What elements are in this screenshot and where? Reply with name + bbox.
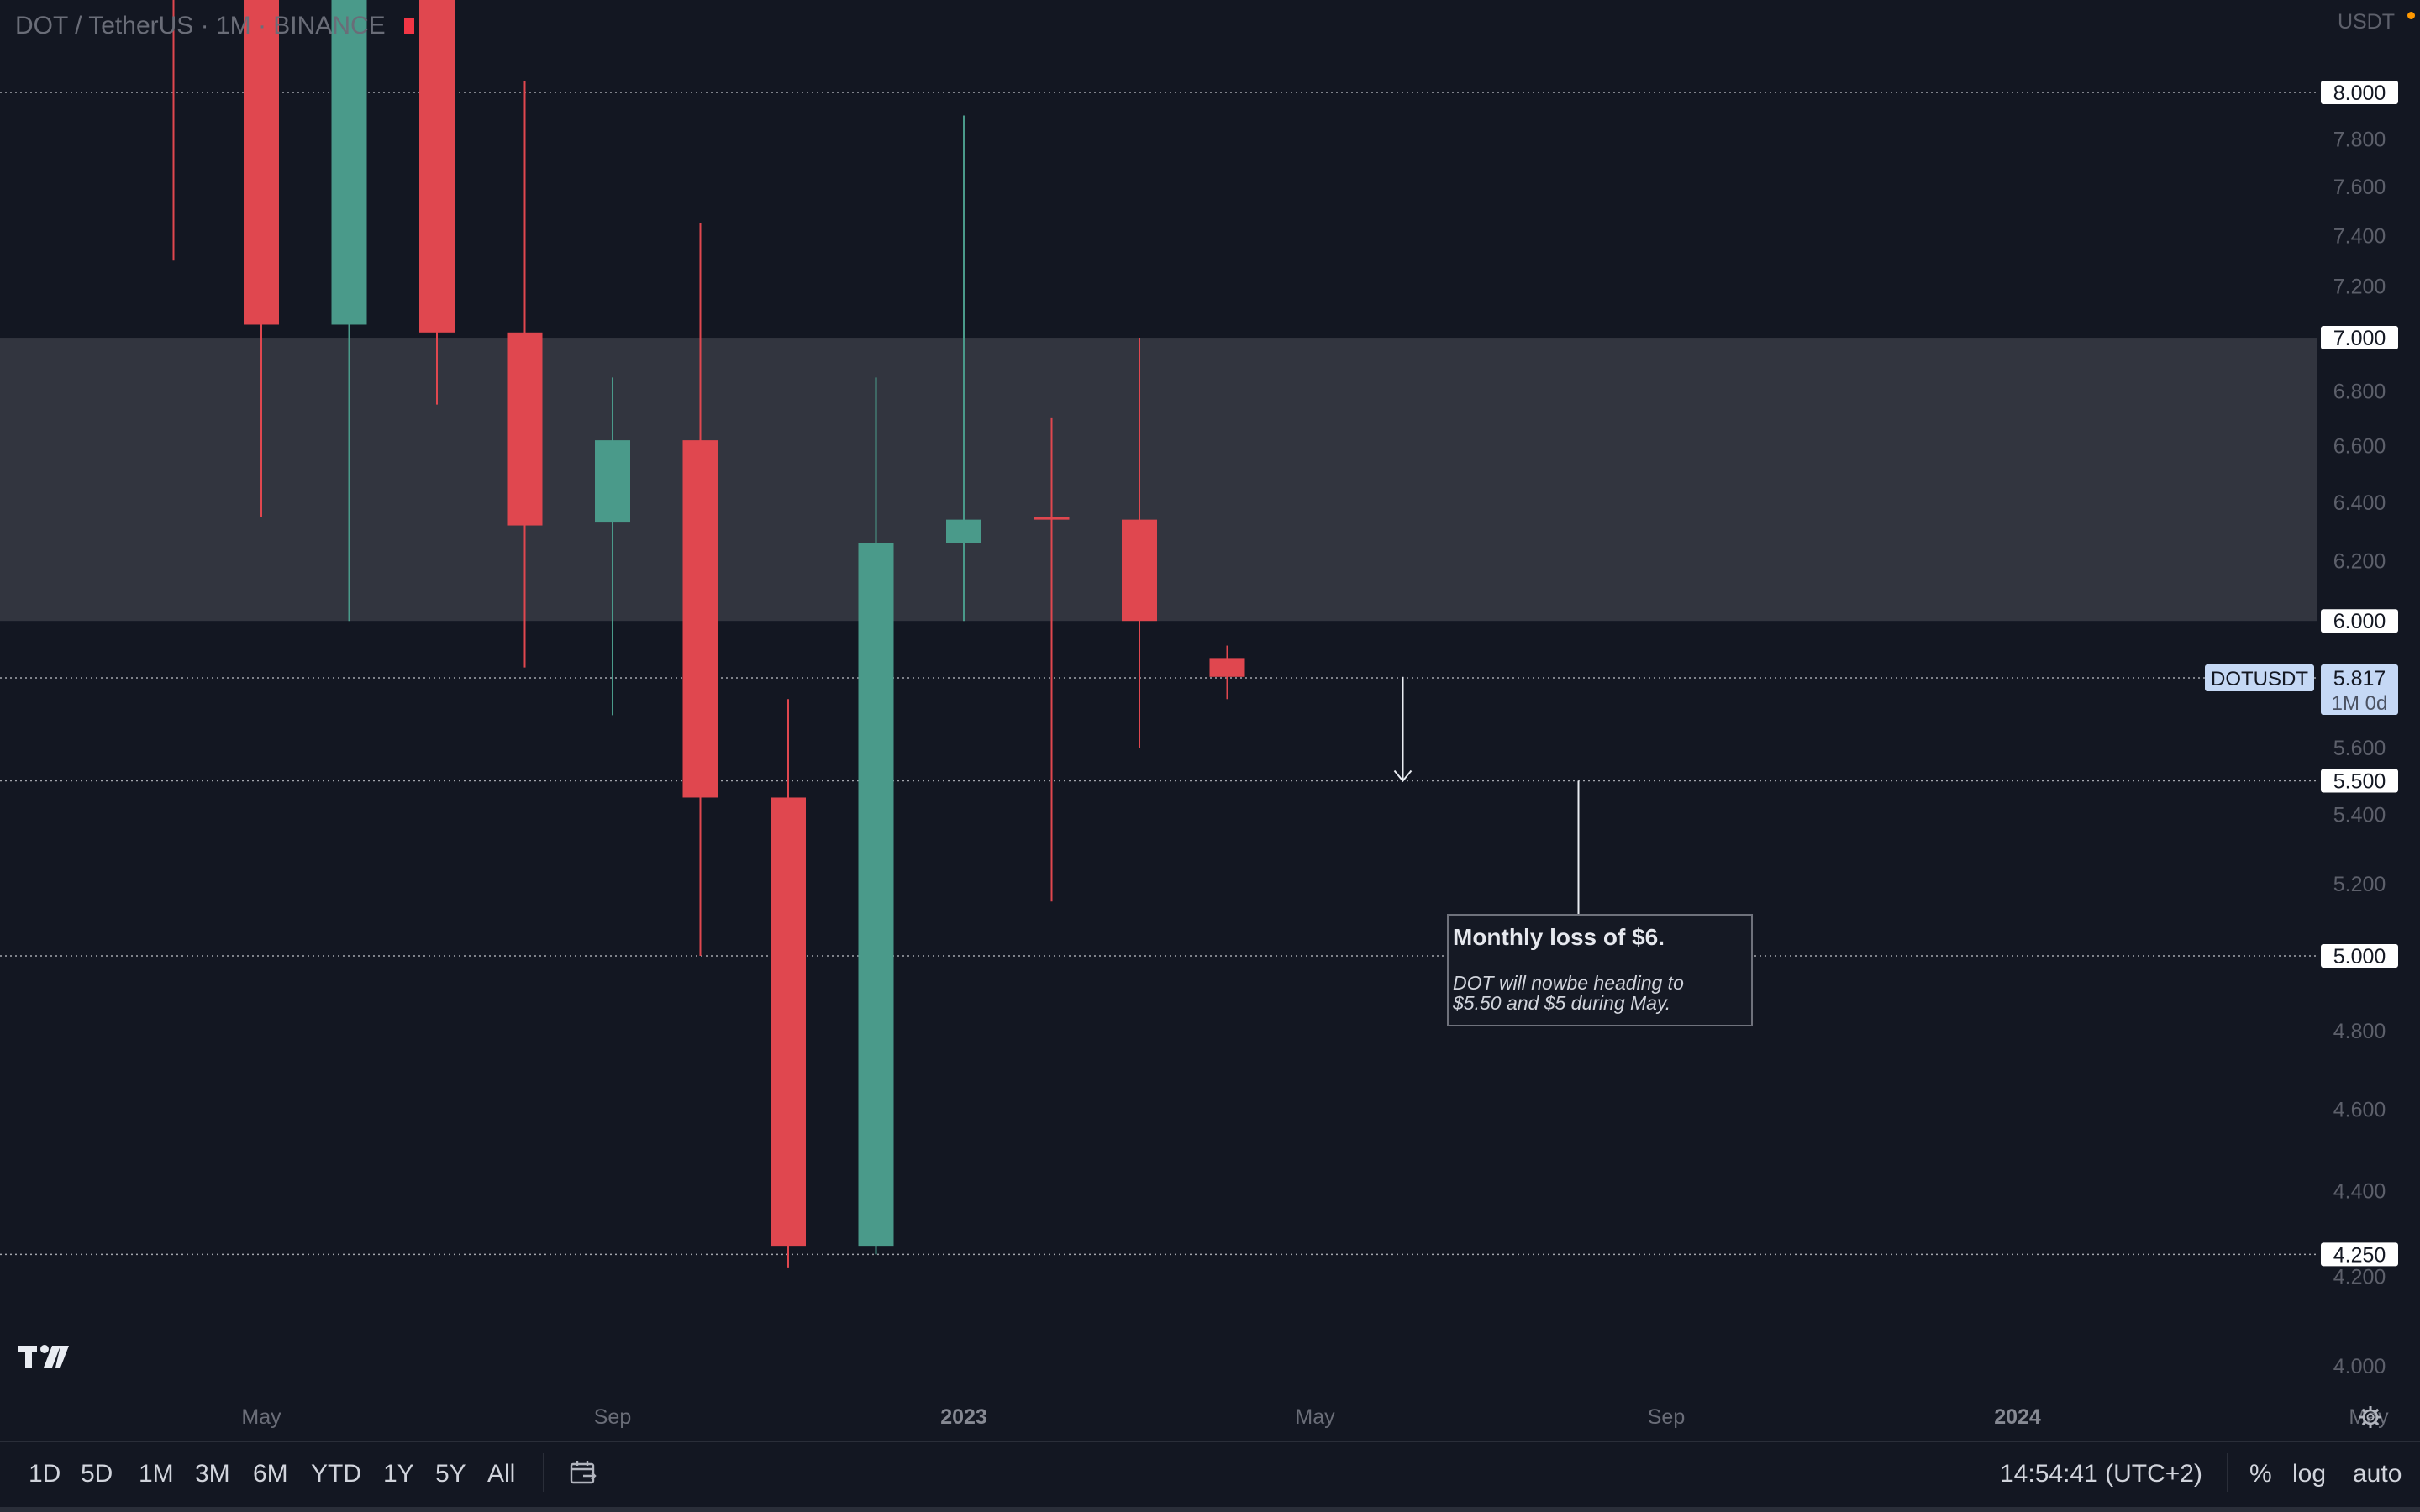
candle-body	[244, 0, 279, 325]
gear-icon[interactable]	[2358, 1404, 2383, 1430]
price-tick-label: 4.800	[2333, 1020, 2386, 1043]
time-tick-label: May	[1295, 1405, 1335, 1429]
toolbar-divider	[543, 1453, 544, 1492]
price-tick-label: 7.600	[2333, 176, 2386, 199]
candle-body	[1034, 517, 1070, 520]
price-tick-label: 4.400	[2333, 1180, 2386, 1204]
level-label: 8.000	[2333, 81, 2386, 105]
price-tick-label: 6.800	[2333, 380, 2386, 403]
resistance-zone	[0, 338, 2317, 622]
clock-timezone[interactable]: 14:54:41 (UTC+2)	[2000, 1460, 2202, 1488]
time-tick-label: May	[241, 1405, 281, 1429]
target-arrowhead	[1393, 769, 1413, 783]
candle-body	[1209, 658, 1245, 677]
current-symbol-box	[2205, 664, 2314, 691]
annotation-note[interactable]: Monthly loss of $6. DOT will nowbe headi…	[1447, 914, 1753, 1026]
level-label: 7.000	[2333, 327, 2386, 350]
candle-body	[507, 332, 543, 526]
current-price-label: 5.817	[2333, 667, 2386, 690]
price-tick-label: 4.600	[2333, 1098, 2386, 1121]
current-price-box	[2321, 664, 2398, 715]
level-label-box	[2321, 769, 2398, 793]
timeframe-1d-button[interactable]: 1D	[29, 1460, 61, 1488]
price-tick-label: 6.200	[2333, 549, 2386, 573]
timeframe-5d-button[interactable]: 5D	[81, 1460, 113, 1488]
time-tick-label: May	[2349, 1405, 2389, 1429]
flag-icon[interactable]	[403, 18, 421, 34]
countdown-label: 1M 0d	[2332, 692, 2388, 715]
candle-body	[682, 440, 718, 798]
percent-scale-toggle[interactable]: %	[2249, 1460, 2272, 1488]
level-label-box	[2321, 1242, 2398, 1267]
log-scale-toggle[interactable]: log	[2292, 1460, 2327, 1488]
level-label: 4.250	[2333, 1243, 2386, 1267]
price-tick-label: 5.600	[2333, 737, 2386, 760]
currency-status-dot	[2407, 12, 2415, 19]
bottom-scrollbar[interactable]	[0, 1507, 2420, 1512]
price-tick-label: 4.000	[2333, 1355, 2386, 1378]
current-symbol-label: DOTUSDT	[2211, 668, 2308, 690]
timeframe-1m-button[interactable]: 1M	[139, 1460, 174, 1488]
timeframe-3m-button[interactable]: 3M	[195, 1460, 230, 1488]
annotation-title: Monthly loss of $6.	[1453, 924, 1665, 950]
calendar-icon[interactable]	[570, 1460, 598, 1485]
toolbar-divider	[2227, 1453, 2228, 1492]
timeframe-5y-button[interactable]: 5Y	[435, 1460, 466, 1488]
price-tick-label: 4.200	[2333, 1265, 2386, 1289]
currency-label[interactable]: USDT	[2337, 10, 2395, 34]
time-tick-label: 2023	[940, 1405, 987, 1429]
level-label: 6.000	[2333, 610, 2386, 633]
level-label-box	[2321, 943, 2398, 968]
level-label: 5.500	[2333, 770, 2386, 794]
candle-body	[1122, 519, 1157, 622]
level-label: 5.000	[2333, 945, 2386, 969]
annotation-body-line-1: DOT will nowbe heading to	[1453, 972, 1684, 994]
annotation-body-line-2: $5.50 and $5 during May.	[1453, 992, 1671, 1014]
symbol-title: DOT / TetherUS · 1M · BINANCE	[15, 12, 386, 39]
price-tick-label: 7.200	[2333, 275, 2386, 298]
time-tick-label: 2024	[1994, 1405, 2041, 1429]
timeframe-all-button[interactable]: All	[487, 1460, 516, 1488]
candle-body	[419, 0, 455, 333]
price-tick-label: 6.600	[2333, 435, 2386, 459]
annotation-body: DOT will nowbe heading to $5.50 and $5 d…	[1453, 973, 1748, 1013]
tradingview-logo-icon[interactable]	[18, 1342, 72, 1371]
candle-body	[331, 0, 367, 325]
bottom-toolbar	[0, 1441, 2420, 1508]
time-tick-label: Sep	[1648, 1405, 1685, 1429]
auto-scale-toggle[interactable]: auto	[2353, 1460, 2402, 1488]
price-tick-label: 7.400	[2333, 225, 2386, 249]
candle-body	[858, 543, 894, 1247]
price-tick-label: 5.400	[2333, 804, 2386, 827]
timeframe-ytd-button[interactable]: YTD	[311, 1460, 361, 1488]
level-label-box	[2321, 81, 2398, 104]
level-label-box	[2321, 609, 2398, 633]
candle-body	[595, 440, 630, 523]
time-tick-label: Sep	[594, 1405, 631, 1429]
candle-body	[771, 797, 806, 1247]
level-label-box	[2321, 326, 2398, 350]
price-tick-label: 5.200	[2333, 873, 2386, 896]
price-tick-label: 6.400	[2333, 491, 2386, 515]
candle-body	[946, 519, 981, 543]
price-tick-label: 7.800	[2333, 128, 2386, 151]
symbol-header[interactable]: DOT / TetherUS · 1M · BINANCE	[15, 12, 421, 40]
timeframe-1y-button[interactable]: 1Y	[383, 1460, 414, 1488]
timeframe-6m-button[interactable]: 6M	[253, 1460, 288, 1488]
